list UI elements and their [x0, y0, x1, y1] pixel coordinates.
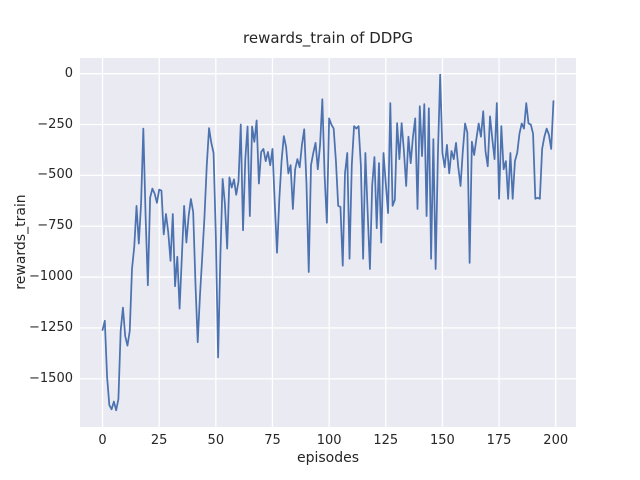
y-tick-label: 0 [64, 65, 73, 81]
x-tick-label: 0 [98, 433, 107, 448]
chart-title: rewards_train of DDPG [243, 29, 413, 47]
x-tick-label: 50 [207, 433, 225, 448]
x-tick-label: 25 [150, 433, 168, 448]
x-tick-label: 100 [316, 433, 342, 448]
y-tick-label: −500 [37, 167, 73, 183]
y-tick-label: −1500 [29, 370, 73, 386]
reward-line [101, 73, 555, 412]
x-tick-label: 175 [486, 433, 512, 448]
x-axis-label: episodes [296, 450, 360, 466]
y-tick-label: −1250 [29, 319, 73, 335]
x-tick-label: 200 [543, 433, 569, 448]
chart-svg [80, 58, 576, 427]
x-tick-label: 150 [430, 433, 455, 448]
y-tick-label: −1000 [29, 269, 73, 285]
x-tick-label: 75 [264, 433, 281, 448]
y-tick-label: −750 [37, 218, 73, 234]
x-tick-label: 125 [373, 433, 399, 448]
y-axis-label: rewards_train [13, 194, 29, 290]
y-tick-label: −250 [37, 116, 73, 132]
gridlines [80, 58, 576, 427]
plot-area [80, 58, 576, 427]
